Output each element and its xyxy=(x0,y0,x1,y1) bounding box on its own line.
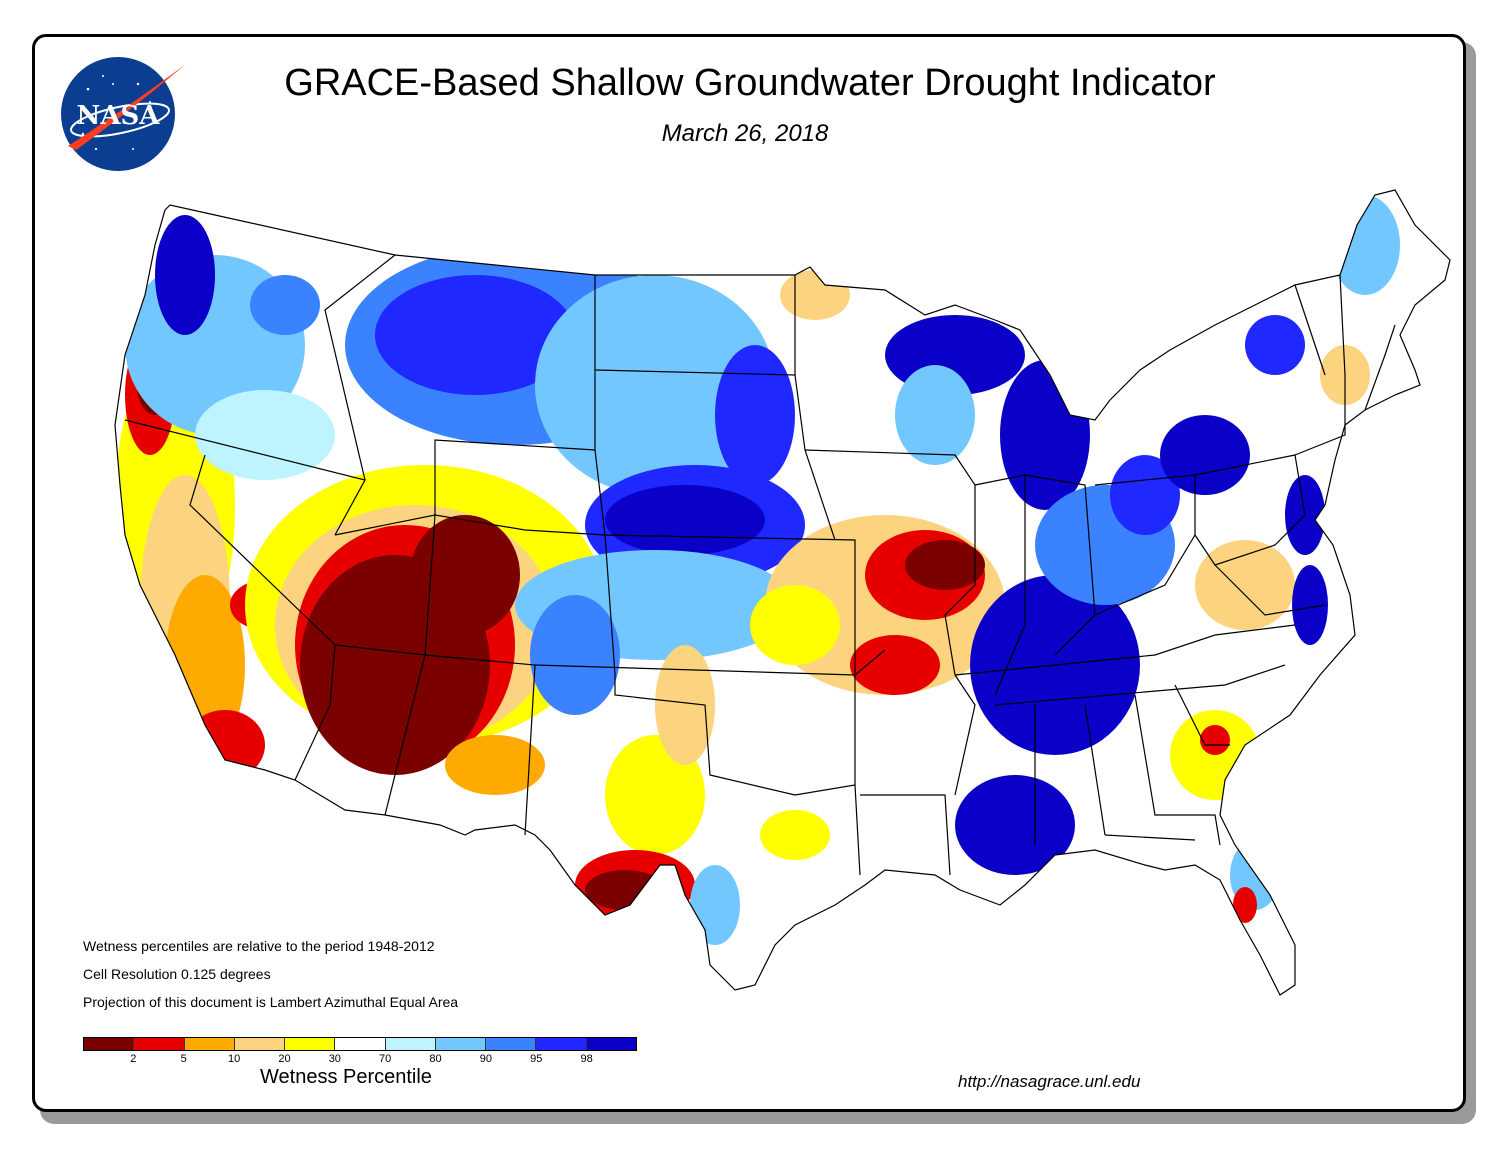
nasa-logo-icon: NASA xyxy=(61,57,186,171)
colorbar-tick-label: 2 xyxy=(130,1053,137,1065)
colorbar-segment xyxy=(335,1038,386,1050)
colorbar-segment xyxy=(486,1038,537,1050)
colorbar-segment xyxy=(536,1038,587,1050)
colorbar-tick-label: 95 xyxy=(530,1053,543,1065)
note-cell-resolution: Cell Resolution 0.125 degrees xyxy=(83,966,271,982)
colorbar-segment xyxy=(385,1038,436,1050)
colorbar-tick-label: 20 xyxy=(278,1053,291,1065)
colorbar-segment xyxy=(285,1038,336,1050)
note-reference-period: Wetness percentiles are relative to the … xyxy=(83,938,435,954)
colorbar-segment xyxy=(586,1038,636,1050)
us-groundwater-map xyxy=(114,189,1451,996)
nasa-logo-text: NASA xyxy=(77,101,161,131)
colorbar-tick-label: 90 xyxy=(479,1053,493,1065)
colorbar-segment xyxy=(435,1038,487,1050)
colorbar-segment xyxy=(234,1038,286,1050)
colorbar-segment xyxy=(134,1038,185,1050)
colorbar-segment xyxy=(184,1038,235,1050)
colorbar-tick-label: 98 xyxy=(580,1053,593,1065)
note-projection: Projection of this document is Lambert A… xyxy=(83,994,459,1010)
map-date: March 26, 2018 xyxy=(661,120,829,147)
source-url: http://nasagrace.unl.edu xyxy=(958,1072,1141,1091)
colorbar-tick-label: 80 xyxy=(429,1053,442,1065)
wetness-colorbar xyxy=(83,1037,637,1051)
colorbar-tick-label: 10 xyxy=(227,1053,241,1065)
page-title: GRACE-Based Shallow Groundwater Drought … xyxy=(284,62,1216,104)
colorbar-tick-label: 30 xyxy=(328,1053,341,1065)
colorbar-tick-label: 5 xyxy=(180,1053,187,1065)
colorbar-tick-label: 70 xyxy=(379,1053,392,1065)
colorbar-segment xyxy=(84,1038,135,1050)
legend-title: Wetness Percentile xyxy=(260,1066,432,1088)
